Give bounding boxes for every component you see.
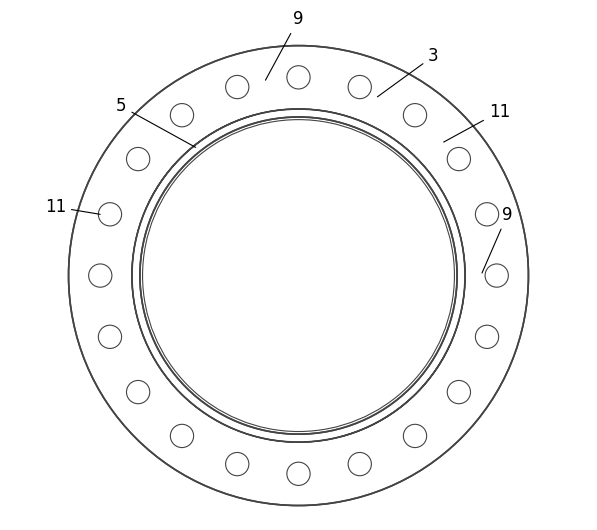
Text: 3: 3	[377, 47, 439, 97]
Circle shape	[475, 202, 498, 226]
Text: 9: 9	[482, 206, 513, 273]
Circle shape	[99, 325, 122, 348]
Circle shape	[287, 462, 310, 485]
Circle shape	[127, 381, 150, 404]
Circle shape	[447, 381, 470, 404]
Text: 11: 11	[45, 198, 100, 216]
Circle shape	[348, 453, 371, 476]
Text: 5: 5	[116, 98, 196, 147]
Text: 9: 9	[266, 10, 304, 80]
Circle shape	[132, 109, 465, 442]
Circle shape	[88, 264, 112, 287]
Circle shape	[348, 75, 371, 99]
Circle shape	[226, 75, 249, 99]
Circle shape	[226, 453, 249, 476]
Circle shape	[475, 325, 498, 348]
Circle shape	[69, 46, 528, 506]
Circle shape	[404, 103, 427, 127]
Circle shape	[170, 103, 193, 127]
Circle shape	[127, 147, 150, 171]
Circle shape	[143, 120, 454, 431]
Circle shape	[447, 147, 470, 171]
Circle shape	[99, 202, 122, 226]
Text: 11: 11	[444, 103, 510, 142]
Circle shape	[132, 109, 465, 442]
Circle shape	[404, 425, 427, 447]
Wedge shape	[147, 114, 256, 205]
Circle shape	[485, 264, 509, 287]
Circle shape	[287, 66, 310, 89]
Circle shape	[170, 425, 193, 447]
Circle shape	[140, 117, 457, 434]
Wedge shape	[341, 346, 450, 436]
